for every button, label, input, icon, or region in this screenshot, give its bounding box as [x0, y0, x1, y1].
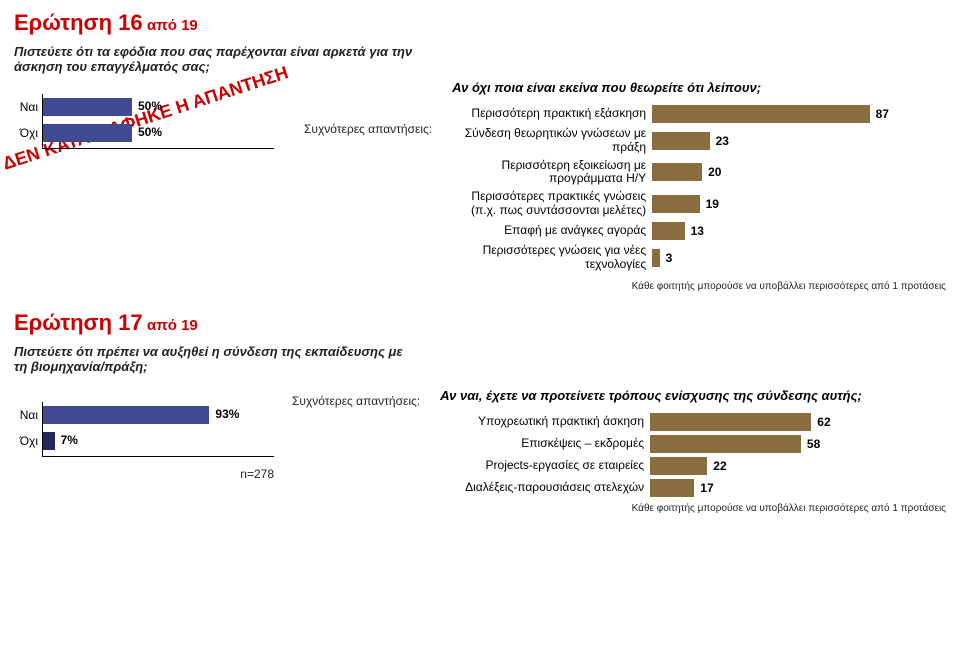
mini-bar — [42, 432, 55, 450]
q16-title: Ερώτηση 16 — [14, 10, 143, 35]
q17-footnote: Κάθε φοιτητής μπορούσε να υποβάλλει περι… — [440, 503, 946, 514]
q17-followup: Συχνότερες απαντήσεις: Αν ναι, έχετε να … — [292, 388, 946, 514]
mini-value: 50% — [138, 125, 162, 139]
hbar-bar: 62 — [650, 413, 811, 431]
q17-sub-question: Αν ναι, έχετε να προτείνετε τρόπους ενίσ… — [440, 388, 946, 403]
hbar-value: 13 — [685, 224, 704, 238]
hbar-value: 58 — [801, 437, 820, 451]
q16-yesno-chart: ΔΕΝ ΚΑΤΑΓΡΑΦΗΚΕ Η ΑΠΑΝΤΗΣΗ Ναι50%Όχι50% — [14, 80, 274, 149]
hbar-bar: 87 — [652, 105, 870, 123]
mini-value: 93% — [215, 407, 239, 421]
hbar-label: Περισσότερη πρακτική εξάσκηση — [452, 107, 652, 121]
mini-label: Όχι — [14, 434, 42, 448]
hbar-value: 62 — [811, 415, 830, 429]
hbar-label: Περισσότερες γνώσεις για νέες τεχνολογίε… — [452, 244, 652, 272]
hbar-label: Σύνδεση θεωρητικών γνώσεων με πράξη — [452, 127, 652, 155]
q17-freq-label: Συχνότερες απαντήσεις: — [292, 394, 420, 408]
mini-row: Ναι 93% — [14, 402, 274, 428]
mini-value: 50% — [138, 99, 162, 113]
q16-question-text: Πιστεύετε ότι τα εφόδια που σας παρέχοντ… — [14, 44, 414, 74]
hbar-label: Επισκέψεις – εκδρομές — [440, 437, 650, 451]
hbar-row: Περισσότερες γνώσεις για νέες τεχνολογίε… — [452, 244, 946, 272]
hbar-value: 87 — [870, 107, 889, 121]
hbar-value: 23 — [710, 134, 729, 148]
q17-question-text: Πιστεύετε ότι πρέπει να αυξηθεί η σύνδεσ… — [14, 344, 414, 374]
hbar-bar: 17 — [650, 479, 694, 497]
hbar-label: Περισσότερη εξοικείωση με προγράμματα Η/… — [452, 159, 652, 187]
hbar-label: Διαλέξεις-παρουσιάσεις στελεχών — [440, 481, 650, 495]
q17-title: Ερώτηση 17 — [14, 310, 143, 335]
q16-footnote: Κάθε φοιτητής μπορούσε να υποβάλλει περι… — [304, 281, 946, 292]
hbar-bar: 22 — [650, 457, 707, 475]
hbar-bar: 58 — [650, 435, 801, 453]
q16-sub-question: Αν όχι ποια είναι εκείνα που θεωρείτε ότ… — [452, 80, 946, 95]
q17-hbar-chart: Υποχρεωτική πρακτική άσκηση62Επισκέψεις … — [440, 413, 946, 497]
hbar-row: Περισσότερη πρακτική εξάσκηση87 — [452, 105, 946, 123]
q16-freq-label: Συχνότερες απαντήσεις: — [304, 122, 432, 136]
hbar-value: 19 — [700, 197, 719, 211]
q17-yesno-chart: Ναι 93% Όχι 7% n=278 — [14, 388, 274, 481]
hbar-row: Υποχρεωτική πρακτική άσκηση62 — [440, 413, 946, 431]
q16-hbar-chart: Περισσότερη πρακτική εξάσκηση87Σύνδεση θ… — [452, 105, 946, 271]
hbar-row: Περισσότερη εξοικείωση με προγράμματα Η/… — [452, 159, 946, 187]
mini-label: Ναι — [14, 408, 42, 422]
mini-label: Όχι — [14, 126, 42, 140]
hbar-label: Περισσότερες πρακτικές γνώσεις (π.χ. πως… — [452, 190, 652, 218]
mini-bar — [42, 98, 132, 116]
mini-bar — [42, 406, 209, 424]
hbar-row: Περισσότερες πρακτικές γνώσεις (π.χ. πως… — [452, 190, 946, 218]
hbar-label: Υποχρεωτική πρακτική άσκηση — [440, 415, 650, 429]
mini-row: Ναι 50% — [14, 94, 274, 120]
hbar-label: Projects-εργασίες σε εταιρείες — [440, 459, 650, 473]
hbar-value: 17 — [694, 481, 713, 495]
hbar-row: Διαλέξεις-παρουσιάσεις στελεχών17 — [440, 479, 946, 497]
mini-bar — [42, 124, 132, 142]
hbar-row: Επαφή με ανάγκες αγοράς13 — [452, 222, 946, 240]
hbar-row: Επισκέψεις – εκδρομές58 — [440, 435, 946, 453]
mini-label: Ναι — [14, 100, 42, 114]
hbar-row: Projects-εργασίες σε εταιρείες22 — [440, 457, 946, 475]
hbar-bar: 13 — [652, 222, 685, 240]
q17-n-note: n=278 — [14, 467, 274, 481]
hbar-bar: 19 — [652, 195, 700, 213]
hbar-value: 20 — [702, 165, 721, 179]
question-16: Ερώτηση 16 από 19 Πιστεύετε ότι τα εφόδι… — [14, 10, 946, 292]
q16-followup: Συχνότερες απαντήσεις: Αν όχι ποια είναι… — [304, 80, 946, 292]
q16-title-sub: από 19 — [147, 17, 198, 34]
hbar-bar: 3 — [652, 249, 660, 267]
hbar-bar: 20 — [652, 163, 702, 181]
hbar-value: 22 — [707, 459, 726, 473]
hbar-value: 3 — [660, 251, 673, 265]
mini-row: Όχι 7% — [14, 428, 274, 454]
mini-row: Όχι 50% — [14, 120, 274, 146]
question-17: Ερώτηση 17 από 19 Πιστεύετε ότι πρέπει ν… — [14, 310, 946, 514]
hbar-row: Σύνδεση θεωρητικών γνώσεων με πράξη23 — [452, 127, 946, 155]
mini-value: 7% — [61, 433, 78, 447]
hbar-bar: 23 — [652, 132, 710, 150]
hbar-label: Επαφή με ανάγκες αγοράς — [452, 224, 652, 238]
q17-title-sub: από 19 — [147, 317, 198, 334]
